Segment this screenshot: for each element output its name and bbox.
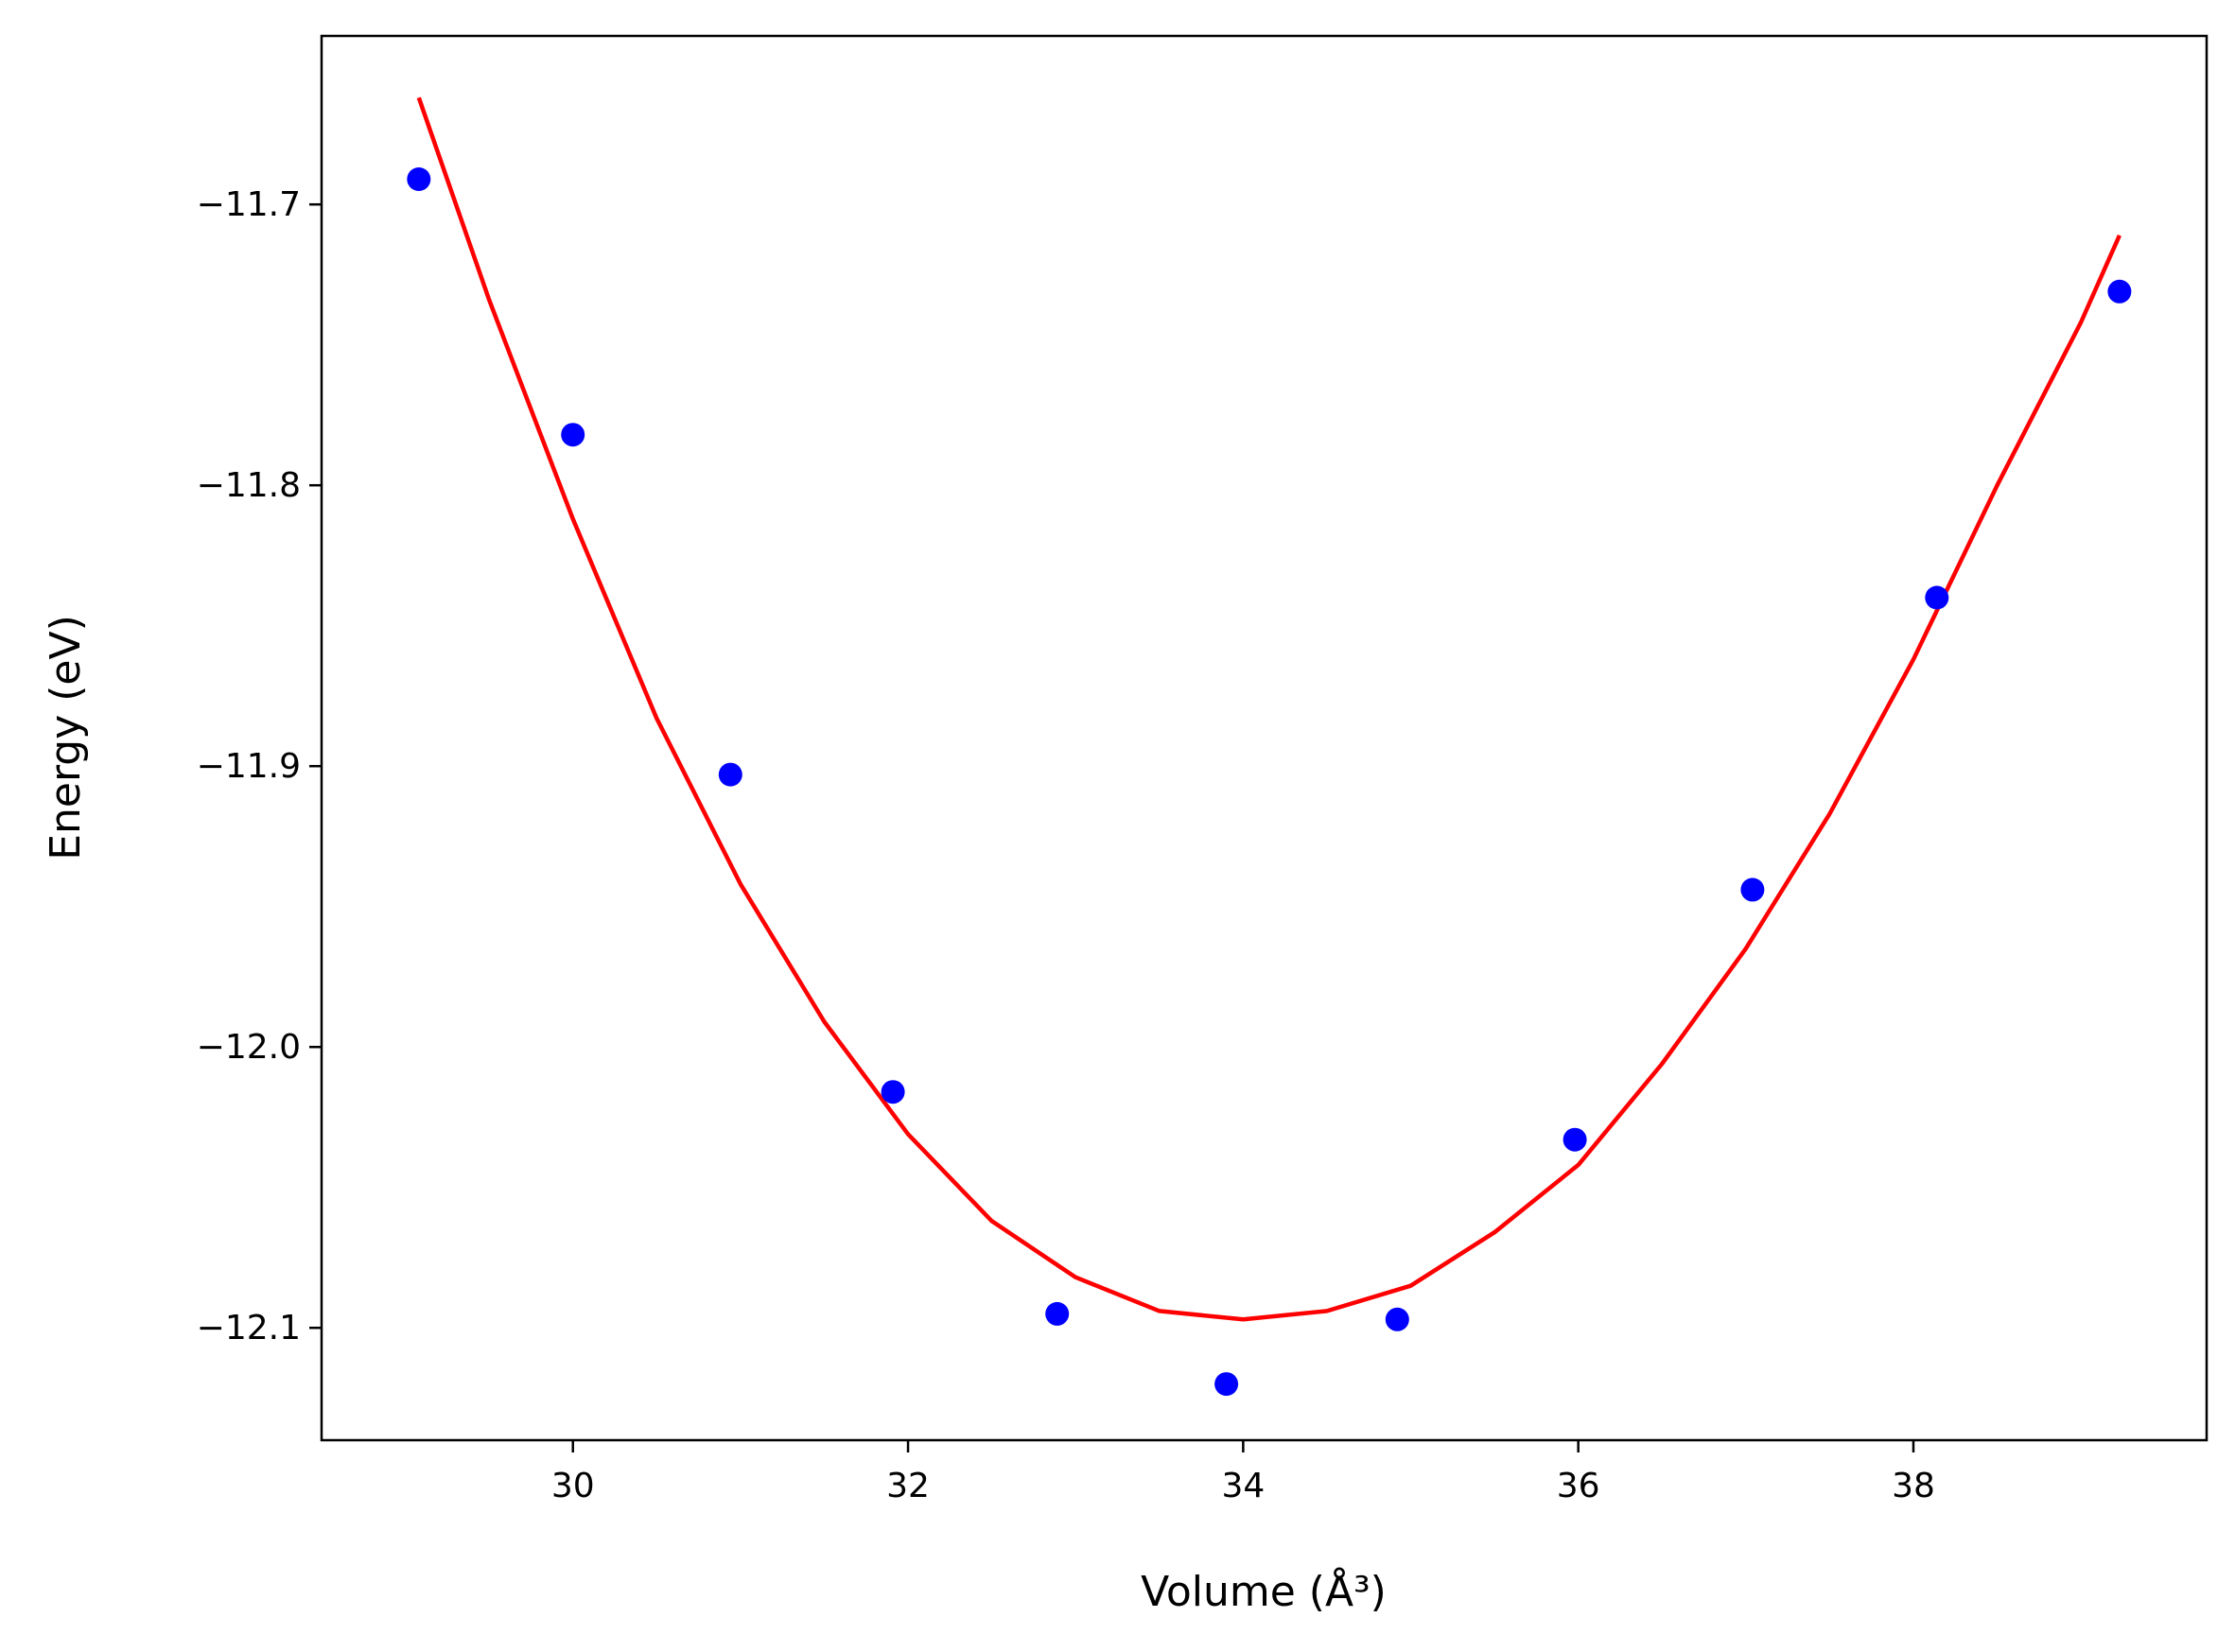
- fit-curve-layer: [416, 96, 2122, 1322]
- data-point: [561, 423, 585, 447]
- data-point: [881, 1080, 905, 1104]
- y-tick-label: −12.1: [197, 1309, 301, 1348]
- x-tick-label: 32: [886, 1467, 930, 1505]
- y-tick-label: −11.9: [197, 747, 301, 786]
- x-axis-ticks: 30 32 34 36 38: [551, 1440, 1935, 1505]
- x-tick-label: 36: [1557, 1467, 1600, 1505]
- x-tick-label: 34: [1221, 1467, 1265, 1505]
- data-point: [1925, 585, 1949, 610]
- data-point: [1045, 1301, 1070, 1326]
- data-point: [1563, 1127, 1587, 1152]
- data-point: [718, 762, 742, 787]
- y-tick-label: −11.7: [197, 185, 301, 224]
- x-axis-label: Volume (Å³): [1141, 1566, 1387, 1616]
- y-tick-label: −12.0: [197, 1028, 301, 1067]
- y-tick-label: −11.8: [197, 466, 301, 505]
- data-point: [1214, 1372, 1239, 1397]
- fit-curve: [416, 96, 2122, 1322]
- y-axis-label: Energy (eV): [42, 615, 90, 861]
- data-point: [1740, 878, 1765, 902]
- data-point: [407, 167, 431, 191]
- y-axis-ticks: −11.7 −11.8 −11.9 −12.0 −12.1: [197, 185, 322, 1348]
- data-points-layer: [407, 167, 2132, 1397]
- x-tick-label: 30: [551, 1467, 595, 1505]
- data-point: [1385, 1307, 1409, 1331]
- x-tick-label: 38: [1892, 1467, 1935, 1505]
- data-point: [2107, 279, 2132, 304]
- plot-frame: [320, 34, 2209, 1442]
